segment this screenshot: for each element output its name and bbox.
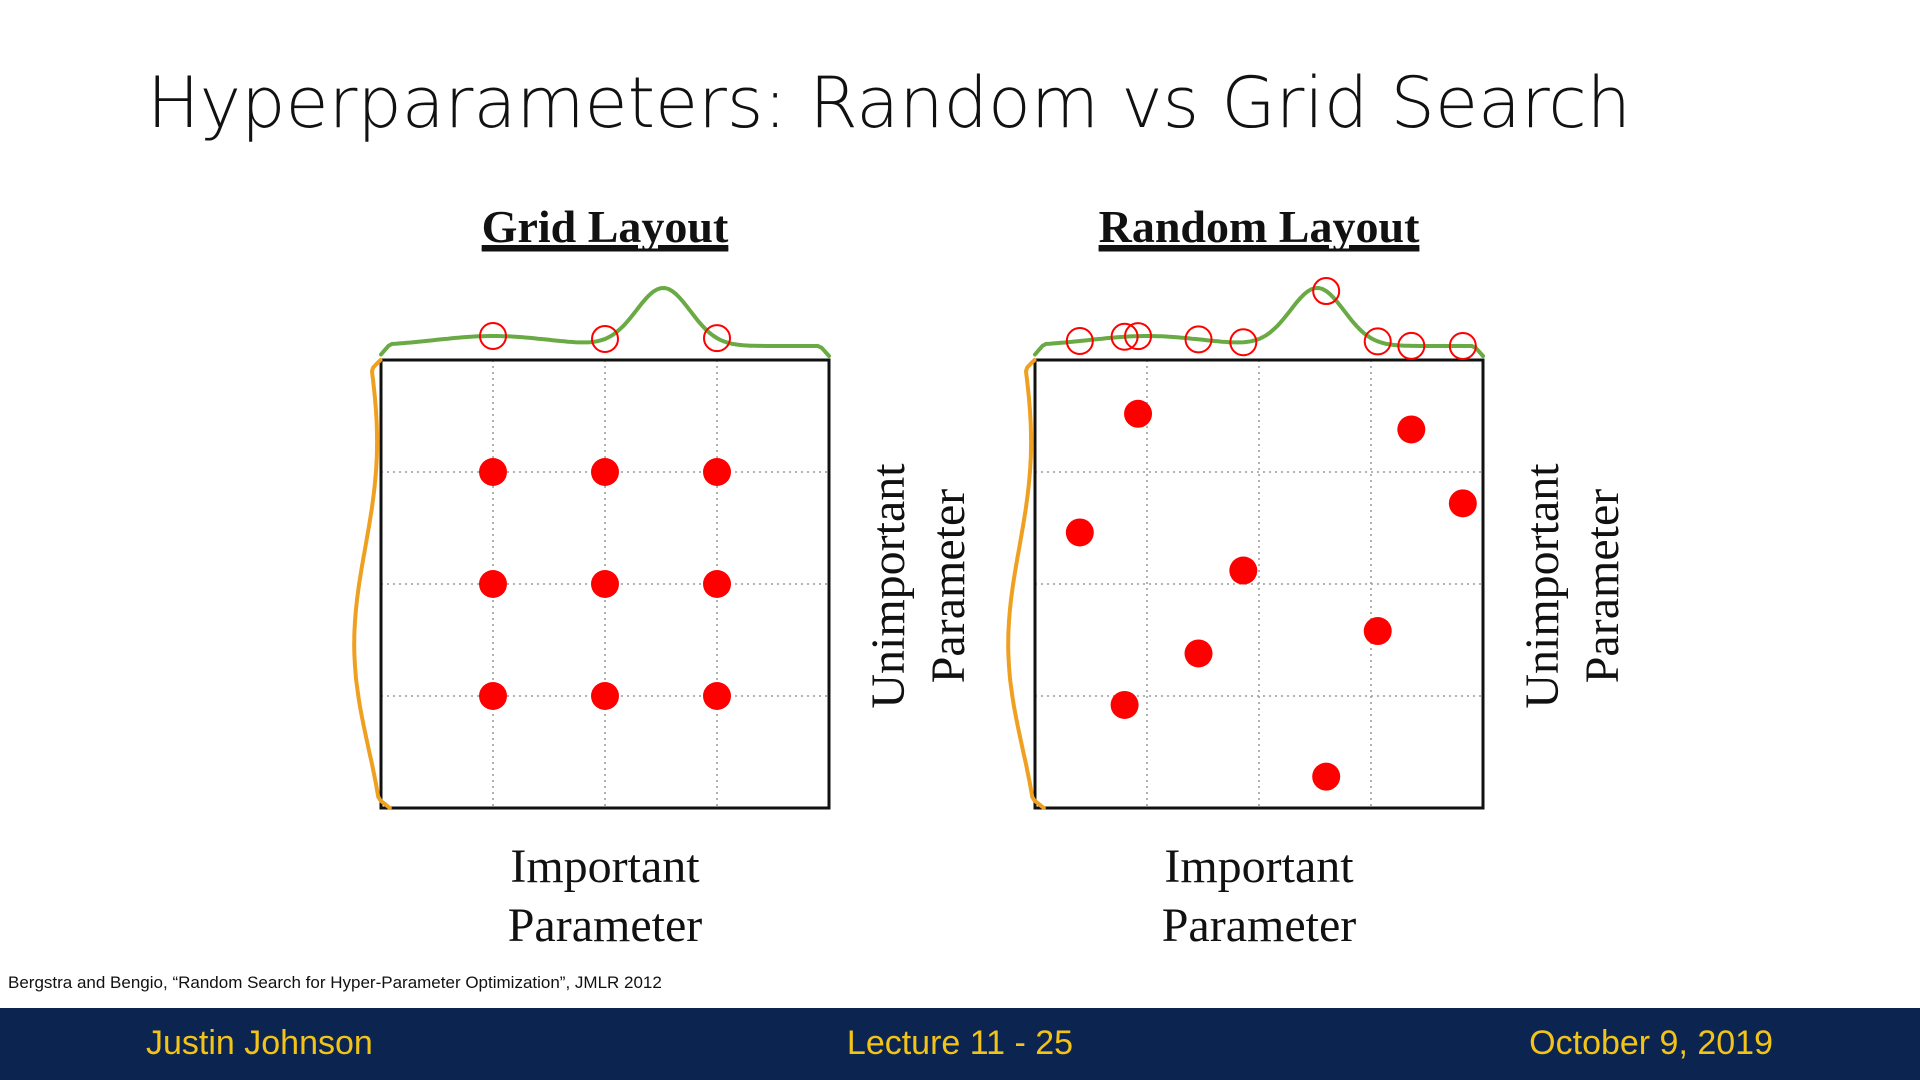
sample-point xyxy=(591,570,619,598)
projection-marker xyxy=(1312,277,1341,306)
x-axis-label-line1: Important xyxy=(510,840,700,893)
footer-author: Justin Johnson xyxy=(146,1024,373,1062)
sample-point xyxy=(1397,415,1426,444)
sample-point xyxy=(1110,690,1139,719)
projection-marker xyxy=(1363,327,1392,356)
sample-point xyxy=(1363,617,1392,646)
sample-point xyxy=(1448,489,1477,518)
footer-lecture: Lecture 11 - 25 xyxy=(846,1024,1074,1062)
x-axis-label-line2: Parameter xyxy=(508,899,703,952)
y-axis-label-line2: Parameter xyxy=(1576,489,1629,684)
unimportant-parameter-curve xyxy=(352,358,392,810)
projection-marker xyxy=(479,322,507,350)
projection-marker xyxy=(591,324,619,353)
important-parameter-curve xyxy=(379,285,831,358)
footer-date: October 9, 2019 xyxy=(1529,1024,1773,1062)
footer-bar: Justin Johnson Lecture 11 - 25 October 9… xyxy=(0,1008,1920,1080)
sample-point xyxy=(479,570,507,598)
projection-marker xyxy=(1448,331,1477,360)
grid-layout-panel: Grid LayoutImportantParameterUnimportant… xyxy=(352,201,975,952)
sample-point xyxy=(703,570,731,598)
x-axis-label-line1: Important xyxy=(1164,840,1354,893)
plot-frame xyxy=(1033,358,1485,810)
projection-marker xyxy=(1229,328,1258,357)
projection-marker xyxy=(1065,327,1094,356)
sample-point xyxy=(1124,399,1153,428)
sample-point xyxy=(1065,518,1094,547)
y-axis-label-line1: Unimportant xyxy=(862,463,915,709)
sample-point xyxy=(591,458,619,486)
projection-marker xyxy=(703,324,731,353)
projection-marker xyxy=(1397,331,1426,360)
sample-point xyxy=(479,682,507,710)
projection-marker xyxy=(1110,322,1139,351)
sample-point xyxy=(703,458,731,486)
sample-point xyxy=(703,682,731,710)
panel-title: Random Layout xyxy=(1099,201,1420,252)
sample-point xyxy=(1312,762,1341,791)
sample-point xyxy=(1229,556,1258,585)
panel-title: Grid Layout xyxy=(482,201,729,252)
citation: Bergstra and Bengio, “Random Search for … xyxy=(8,973,662,992)
y-axis-label-line2: Parameter xyxy=(922,489,975,684)
x-axis-label-line2: Parameter xyxy=(1162,899,1357,952)
grid-vs-random-diagram: Grid LayoutImportantParameterUnimportant… xyxy=(352,201,1629,952)
projection-marker xyxy=(1124,322,1153,351)
sample-point xyxy=(1184,639,1213,668)
unimportant-parameter-curve xyxy=(1006,358,1046,810)
random-layout-panel: Random LayoutImportantParameterUnimporta… xyxy=(1006,201,1629,952)
sample-point xyxy=(479,458,507,486)
important-parameter-curve xyxy=(1033,285,1485,358)
plot-frame xyxy=(379,358,831,810)
sample-point xyxy=(591,682,619,710)
y-axis-label-line1: Unimportant xyxy=(1516,463,1569,709)
slide-title: Hyperparameters: Random vs Grid Search xyxy=(147,62,1632,144)
projection-marker xyxy=(1184,325,1213,354)
